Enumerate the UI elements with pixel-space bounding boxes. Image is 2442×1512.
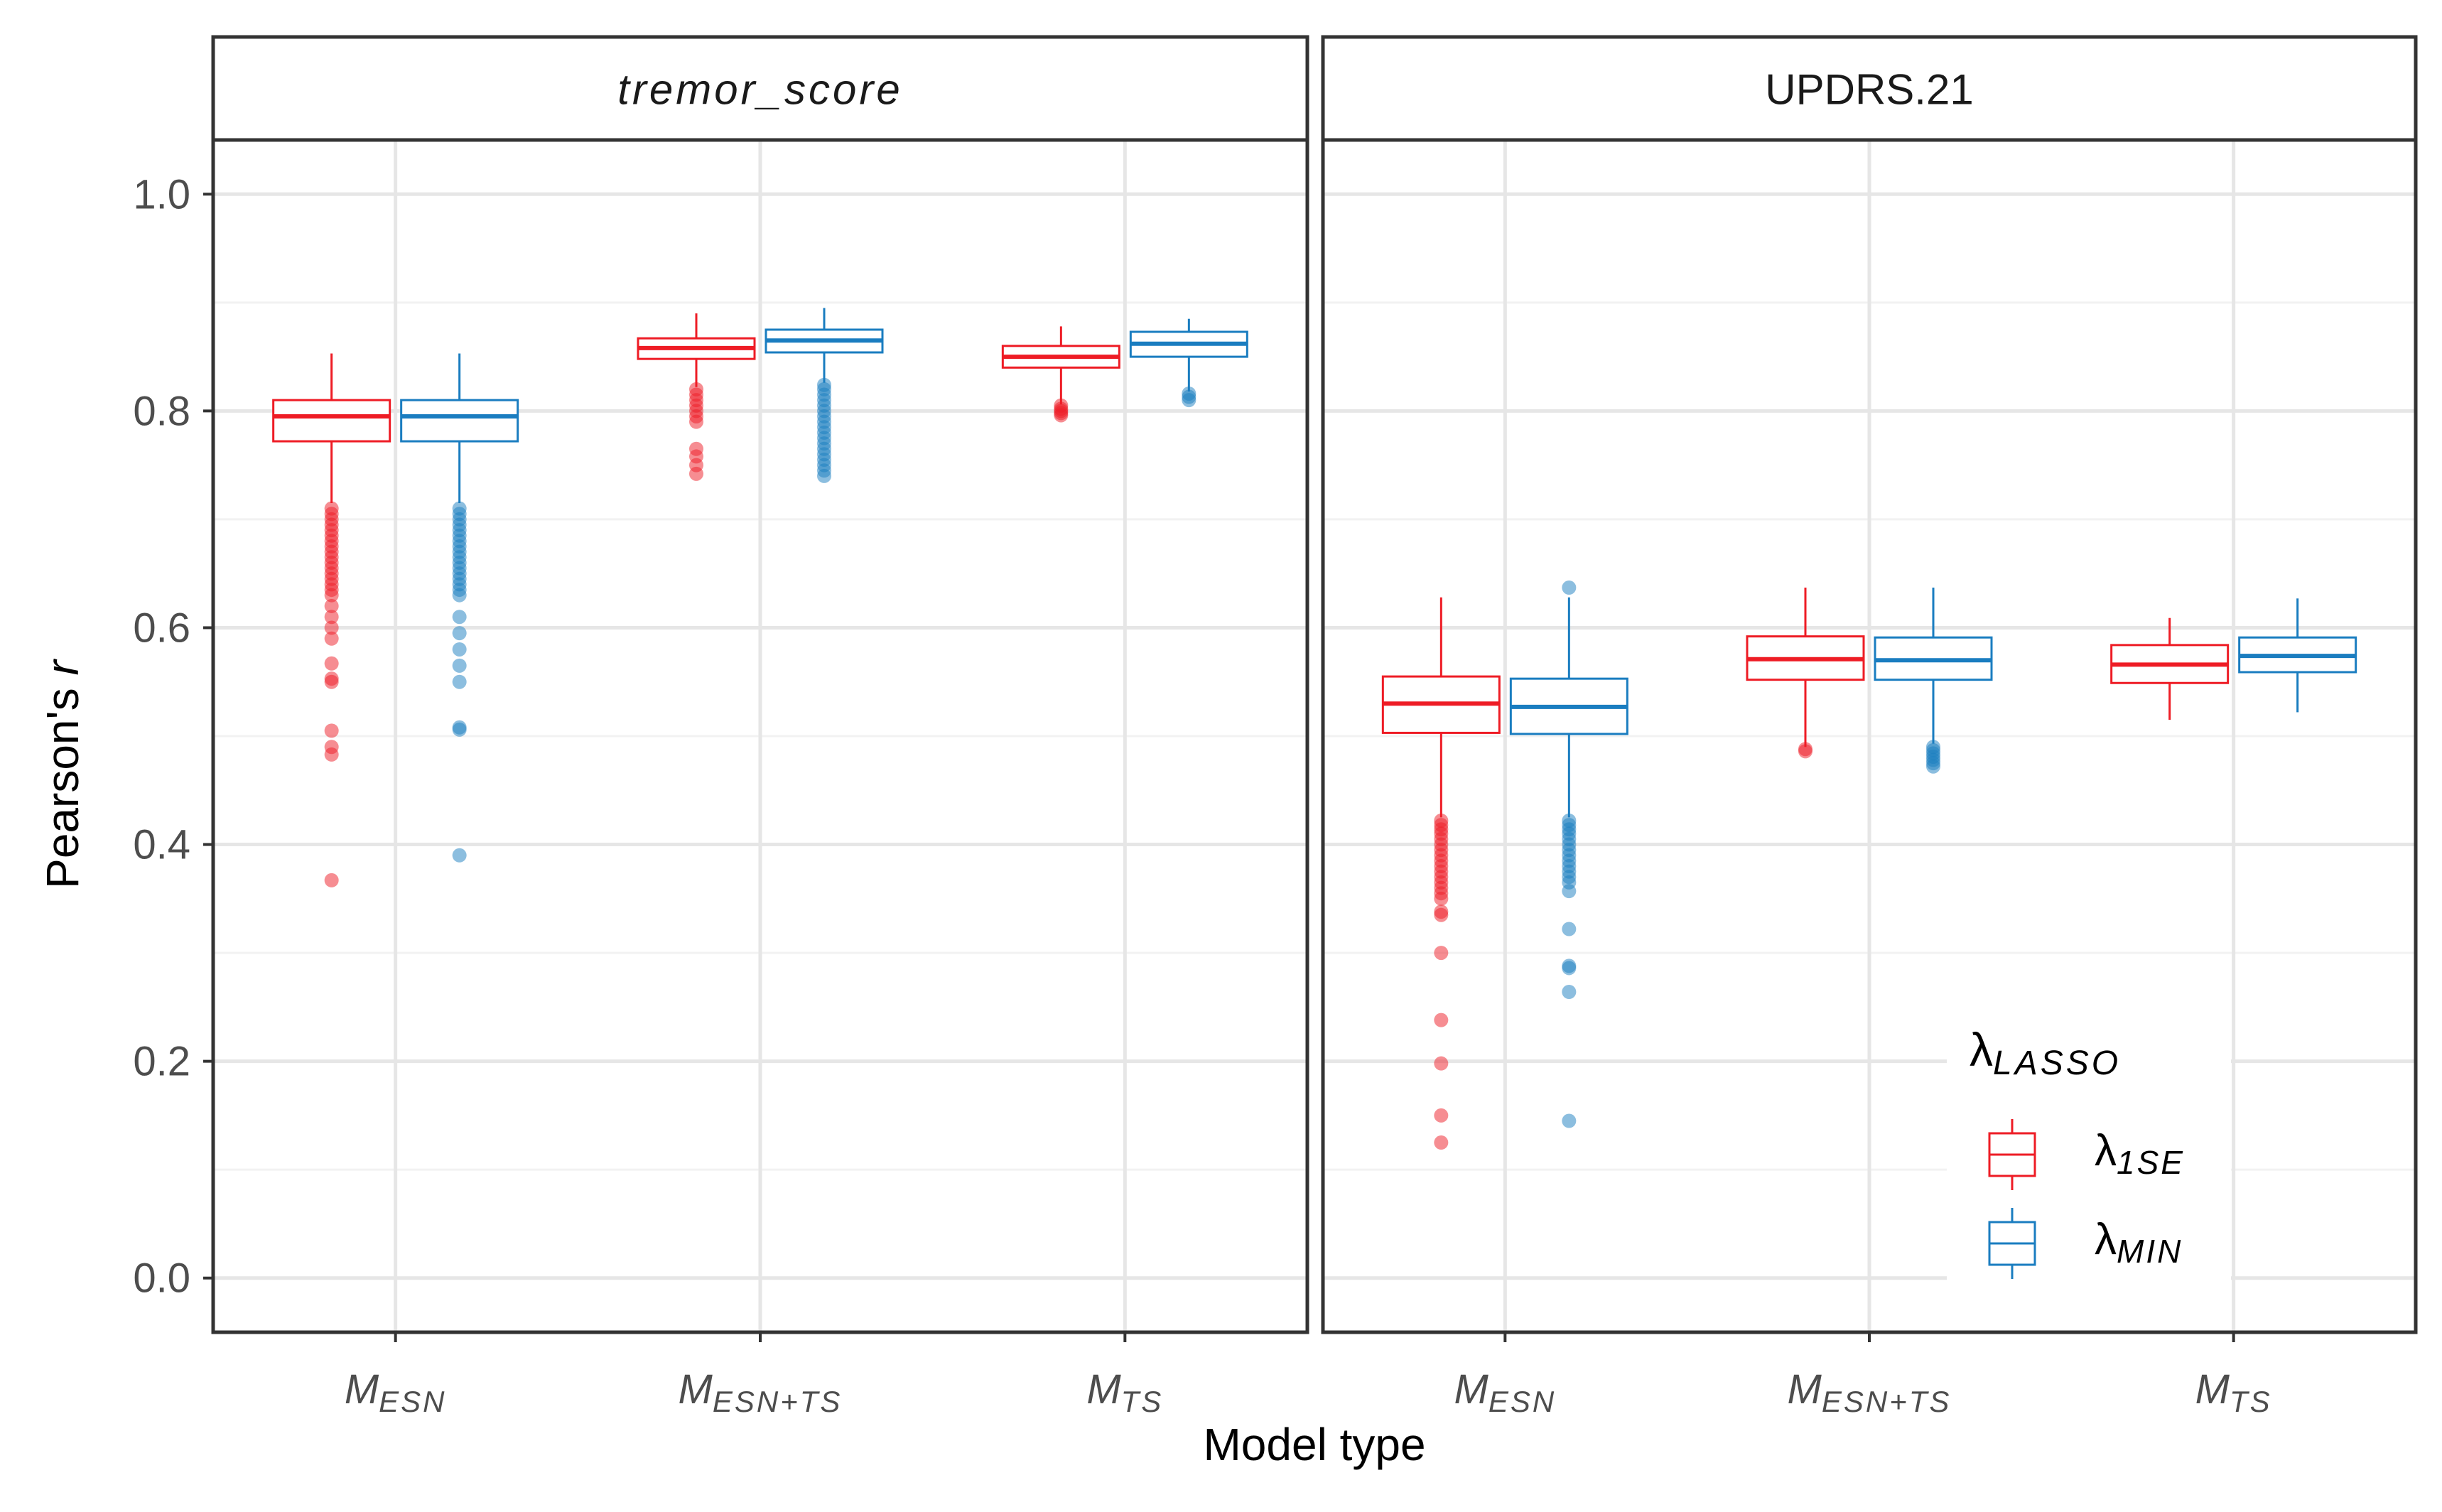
- outlier-point: [324, 631, 339, 646]
- legend: λLASSO λ1SE λMIN: [1947, 984, 2231, 1311]
- outlier-point: [324, 656, 339, 671]
- outlier-point: [452, 610, 467, 625]
- outlier-point: [324, 610, 339, 625]
- x-axis-title: Model type: [1203, 1419, 1425, 1470]
- box-lambda-min-esn-ts: [1874, 588, 1993, 774]
- legend-label-min: λMIN: [2095, 1215, 2183, 1270]
- outlier-point: [689, 466, 703, 481]
- outlier-point: [1434, 1012, 1449, 1027]
- box-iqr: [400, 399, 519, 443]
- outlier-point: [1562, 580, 1577, 595]
- y-tick-label: 0.8: [133, 388, 190, 434]
- box-lambda-min-esn-ts: [765, 308, 884, 483]
- strip-background: [211, 35, 1309, 142]
- outlier-point: [324, 598, 339, 613]
- outlier-point: [452, 658, 467, 673]
- legend-item-lambda-1se: λ1SE: [1988, 1119, 2185, 1190]
- x-tick-label: MESN: [1454, 1366, 1556, 1418]
- box-lambda-min-ts: [1129, 318, 1248, 408]
- outlier-point: [452, 674, 467, 689]
- box-lambda-1se-esn-ts: [637, 313, 756, 481]
- outlier-point: [1562, 961, 1577, 976]
- outlier-point: [1434, 907, 1449, 922]
- outlier-point: [324, 723, 339, 738]
- outlier-point: [1434, 891, 1449, 906]
- outlier-point: [452, 722, 467, 737]
- outlier-point: [324, 873, 339, 887]
- box-lambda-1se-esn-ts: [1746, 588, 1865, 759]
- strip-background: [1321, 35, 2418, 142]
- outlier-point: [1434, 1056, 1449, 1071]
- outlier-point: [324, 620, 339, 635]
- outlier-point: [452, 848, 467, 863]
- y-tick-label: 0.2: [133, 1039, 190, 1085]
- y-tick-label: 0.4: [133, 822, 190, 868]
- x-tick-label: MESN+TS: [679, 1366, 843, 1418]
- outlier-point: [1562, 922, 1577, 936]
- box-lambda-min-esn: [1509, 580, 1628, 1128]
- box-lambda-1se-ts: [1001, 326, 1120, 423]
- box-lambda-1se-esn: [272, 353, 391, 887]
- x-tick-label: MESN: [345, 1366, 447, 1418]
- outlier-point: [689, 414, 703, 429]
- outlier-point: [452, 588, 467, 603]
- outlier-point: [1562, 884, 1577, 899]
- box-lambda-min-ts: [2238, 598, 2357, 713]
- x-tick-label: MESN+TS: [1788, 1366, 1952, 1418]
- legend-item-lambda-min: λMIN: [1988, 1208, 2183, 1279]
- outlier-point: [452, 642, 467, 657]
- box-lambda-1se-ts: [2110, 617, 2230, 720]
- legend-title: λLASSO: [1970, 1023, 2121, 1082]
- x-tick-label: MTS: [2195, 1366, 2272, 1418]
- panel-tremor-score: tremor_score MESN MESN+TS MTS: [211, 35, 1309, 1418]
- panel-updrs-21: UPDRS.21 MESN MESN+TS MTS: [1321, 35, 2418, 1418]
- box-lambda-min-esn: [400, 353, 519, 863]
- outlier-point: [817, 468, 831, 483]
- x-tick-label: MTS: [1086, 1366, 1163, 1418]
- y-axis-title: Pearson's r: [37, 658, 88, 888]
- outlier-point: [1926, 759, 1940, 774]
- outlier-point: [1054, 408, 1069, 423]
- outlier-point: [324, 588, 339, 603]
- outlier-point: [1562, 1113, 1577, 1128]
- box-iqr: [272, 399, 391, 443]
- outlier-point: [324, 747, 339, 762]
- strip-title: UPDRS.21: [1765, 66, 1973, 114]
- outlier-point: [1562, 985, 1577, 1000]
- y-tick-label: 1.0: [133, 171, 190, 217]
- strip-title: tremor_score: [617, 66, 902, 114]
- y-tick-label: 0.6: [133, 605, 190, 651]
- outlier-point: [1434, 1108, 1449, 1123]
- outlier-point: [452, 626, 467, 641]
- box-lambda-1se-esn: [1381, 597, 1501, 1150]
- outlier-point: [1434, 946, 1449, 961]
- outlier-point: [324, 674, 339, 689]
- legend-label-1se: λ1SE: [2095, 1126, 2185, 1181]
- outlier-point: [1798, 744, 1812, 759]
- outlier-point: [1182, 393, 1196, 408]
- outlier-point: [1434, 1135, 1449, 1150]
- y-tick-label: 0.0: [133, 1256, 190, 1302]
